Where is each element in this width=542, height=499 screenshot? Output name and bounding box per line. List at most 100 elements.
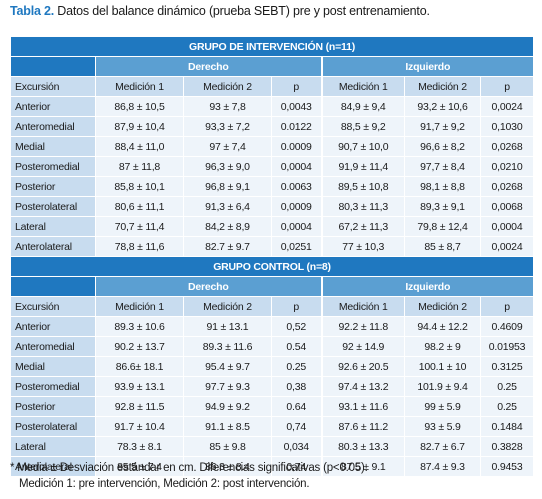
column-header: p (271, 76, 322, 97)
table-cell: 91,7 ± 9,2 (404, 116, 481, 137)
excursion-name: Posteromedial (10, 376, 96, 397)
table-cell: 86.6± 18.1 (95, 356, 184, 377)
table-row: Lateral 70,7 ± 11,4 84,2 ± 8,9 0,0004 67,2 ±… (10, 216, 535, 237)
table-cell: 93 ± 7,8 (183, 96, 272, 117)
table-cell: 0,74 (271, 456, 322, 477)
table-cell: 0,0009 (271, 196, 322, 217)
table-cell: 97.4 ± 13.2 (320, 376, 405, 397)
table-cell: 0,0251 (271, 236, 322, 257)
table-row: Anteromedial 87,9 ± 10,4 93,3 ± 7,2 0.0122 8… (10, 116, 535, 137)
column-header-row: Excursión Medición 1 Medición 2 p Medición 1… (10, 296, 535, 317)
table-cell: 0,1030 (479, 116, 535, 137)
table-cell: 93,3 ± 7,2 (183, 116, 272, 137)
table-row: Anterior 86,8 ± 10,5 93 ± 7,8 0,0043 84,9 ± … (10, 96, 535, 117)
table-cell: 77 ± 10,3 (320, 236, 405, 257)
excursion-name: Medial (10, 356, 96, 377)
table-caption: Tabla 2. Datos del balance dinámico (pru… (10, 4, 430, 18)
table-cell: 0,0043 (271, 96, 322, 117)
table-cell: 0.01953 (479, 336, 535, 357)
excursion-name: Anterolateral (10, 236, 96, 257)
table-cell: 88,5 ± 9,2 (320, 116, 405, 137)
column-header: p (271, 296, 322, 317)
table-cell: 82.7 ± 9.7 (183, 236, 272, 257)
table-cell: 87.6 ± 11.2 (320, 416, 405, 437)
table-cell: 0.54 (271, 336, 322, 357)
table-cell: 85.5 ± 7.4 (95, 456, 184, 477)
table-cell: 92.6 ± 20.5 (320, 356, 405, 377)
table-cell: 97.7 ± 9.3 (183, 376, 272, 397)
table-cell: 0,0004 (479, 216, 535, 237)
table-row: Lateral 78.3 ± 8.1 85 ± 9.8 0,034 80.3 ± 13.… (10, 436, 535, 457)
table-cell: 89,3 ± 9,1 (404, 196, 481, 217)
column-header: Excursión (10, 76, 96, 97)
table-cell: 0.25 (479, 396, 535, 417)
table-cell: 97 ± 7,4 (183, 136, 272, 157)
table-row: Posteromedial 93.9 ± 13.1 97.7 ± 9.3 0,38 97… (10, 376, 535, 397)
column-header: Excursión (10, 296, 96, 317)
table-cell: 80.3 ± 13.3 (320, 436, 405, 457)
table-cell: 78,8 ± 11,6 (95, 236, 184, 257)
table-row: Anterior 89.3 ± 10.6 91 ± 13.1 0,52 92.2 ± 1… (10, 316, 535, 337)
table-cell: 0,74 (271, 416, 322, 437)
table-cell: 97,7 ± 8,4 (404, 156, 481, 177)
group-title: GRUPO DE INTERVENCIÓN (n=11) (9, 36, 535, 57)
table-cell: 85 ± 8,7 (404, 236, 481, 257)
table-cell: 0,0004 (271, 216, 322, 237)
table-cell: 85,8 ± 10,1 (95, 176, 184, 197)
column-header: Medición 1 (95, 296, 184, 317)
excursion-name: Posterolateral (10, 196, 96, 217)
table-cell: 93,2 ± 10,6 (404, 96, 481, 117)
side-header-right: Derecho (95, 56, 322, 77)
table-row: Anterolateral 78,8 ± 11,6 82.7 ± 9.7 0,0251… (10, 236, 535, 257)
excursion-name: Anterolateral (10, 456, 96, 477)
column-header: Medición 2 (404, 296, 481, 317)
excursion-name: Anteromedial (10, 116, 96, 137)
column-header: Medición 2 (183, 76, 272, 97)
table-cell: 0,52 (271, 316, 322, 337)
footnote-line-2: Medición 1: pre intervención, Medición 2… (10, 478, 310, 490)
table-cell: 0.25 (271, 356, 322, 377)
column-header: Medición 2 (404, 76, 481, 97)
column-header: Medición 1 (320, 76, 405, 97)
table-cell: 86.3 ± 8.4 (183, 456, 272, 477)
table-cell: 0,0068 (479, 196, 535, 217)
table-cell: 87 ± 11,8 (95, 156, 184, 177)
side-header-right: Derecho (95, 276, 322, 297)
table-cell: 0.64 (271, 396, 322, 417)
table-cell: 92.2 ± 11.8 (320, 316, 405, 337)
table-cell: 0.0063 (271, 176, 322, 197)
footnote-line-1: * Media ± Desviación estándar en cm. Dif… (10, 462, 368, 474)
column-header: p (479, 296, 535, 317)
caption-text: Datos del balance dinámico (prueba SEBT)… (54, 4, 430, 18)
table-row: Anterolateral 85.5 ± 7.4 86.3 ± 8.4 0,74 87.… (10, 456, 535, 477)
table-cell: 80,6 ± 11,1 (95, 196, 184, 217)
table-cell: 92 ± 14.9 (320, 336, 405, 357)
table-row: Posterolateral 80,6 ± 11,1 91,3 ± 6,4 0,000… (10, 196, 535, 217)
table-cell: 95.4 ± 9.7 (183, 356, 272, 377)
excursion-name: Medial (10, 136, 96, 157)
excursion-name: Anteromedial (10, 336, 96, 357)
table-footnote: * Media ± Desviación estándar en cm. Dif… (10, 460, 368, 492)
table-cell: 89,5 ± 10,8 (320, 176, 405, 197)
excursion-name: Posterolateral (10, 416, 96, 437)
table-row: Posterior 92.8 ± 11.5 94.9 ± 9.2 0.64 93.1 ±… (10, 396, 535, 417)
table-cell: 78.3 ± 8.1 (95, 436, 184, 457)
side-header-left: Izquierdo (320, 56, 535, 77)
table-cell: 0.25 (479, 376, 535, 397)
excursion-name: Anterior (10, 96, 96, 117)
table-cell: 91.7 ± 10.4 (95, 416, 184, 437)
table-cell: 91 ± 13.1 (183, 316, 272, 337)
table-cell: 0,034 (271, 436, 322, 457)
table-cell: 100.1 ± 10 (404, 356, 481, 377)
excursion-name: Posterior (10, 176, 96, 197)
table-cell: 80,3 ± 11,3 (320, 196, 405, 217)
table-row: Medial 86.6± 18.1 95.4 ± 9.7 0.25 92.6 ± 20.… (10, 356, 535, 377)
side-header-blank (10, 276, 96, 297)
table-row: Anteromedial 90.2 ± 13.7 89.3 ± 11.6 0.54 92… (10, 336, 535, 357)
table-cell: 0.1484 (479, 416, 535, 437)
table-cell: 82.7 ± 6.7 (404, 436, 481, 457)
table-cell: 0.3828 (479, 436, 535, 457)
table-row: Posterolateral 91.7 ± 10.4 91.1 ± 8.5 0,74 8… (10, 416, 535, 437)
table-cell: 84,2 ± 8,9 (183, 216, 272, 237)
table-cell: 84,9 ± 9,4 (320, 96, 405, 117)
